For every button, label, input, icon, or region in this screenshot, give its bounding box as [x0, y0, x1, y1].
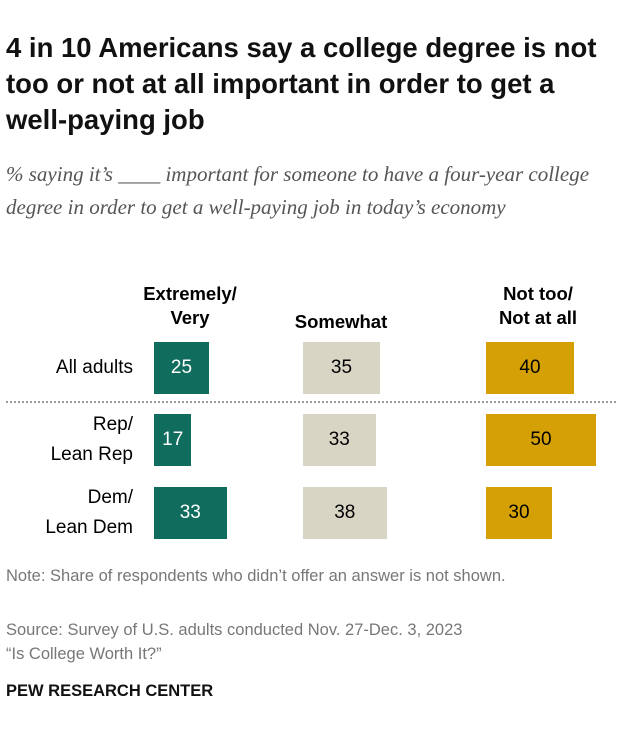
data-label: 33: [179, 502, 201, 523]
data-label: 25: [170, 357, 193, 378]
bar: 33: [303, 414, 376, 466]
chart-subtitle: % saying it’s ____ important for someone…: [6, 162, 590, 219]
data-label: 30: [508, 502, 530, 523]
column-header: Not too/ Not at all: [498, 283, 578, 328]
data-label: 38: [334, 502, 356, 523]
data-label: 40: [519, 357, 541, 378]
data-label: 17: [162, 429, 184, 450]
bar: 50: [486, 414, 596, 466]
data-label: 35: [330, 357, 353, 378]
data-label: 33: [328, 429, 350, 450]
bar: 25: [154, 342, 209, 394]
divider: [6, 401, 616, 403]
bar: 35: [303, 342, 380, 394]
bar: 38: [303, 487, 387, 539]
row-label: All adults: [55, 357, 133, 378]
note: Note: Share of respondents who didn’t of…: [6, 567, 506, 585]
row-label: Rep/ Lean Rep: [50, 414, 133, 465]
source: Source: Survey of U.S. adults conducted …: [6, 621, 463, 639]
report-title: “Is College Worth It?”: [6, 645, 162, 663]
column-header: Somewhat: [294, 311, 388, 332]
bar: 17: [154, 414, 192, 466]
bar: 40: [486, 342, 574, 394]
bar: 30: [486, 487, 552, 539]
row-label: Dem/ Lean Dem: [45, 487, 133, 538]
data-label: 50: [530, 429, 552, 450]
bar: 33: [154, 487, 227, 539]
pew-logo: PEW RESEARCH CENTER: [6, 682, 214, 700]
chart-title: 4 in 10 Americans say a college degree i…: [6, 32, 597, 135]
column-header: Extremely/ Very: [143, 283, 237, 328]
